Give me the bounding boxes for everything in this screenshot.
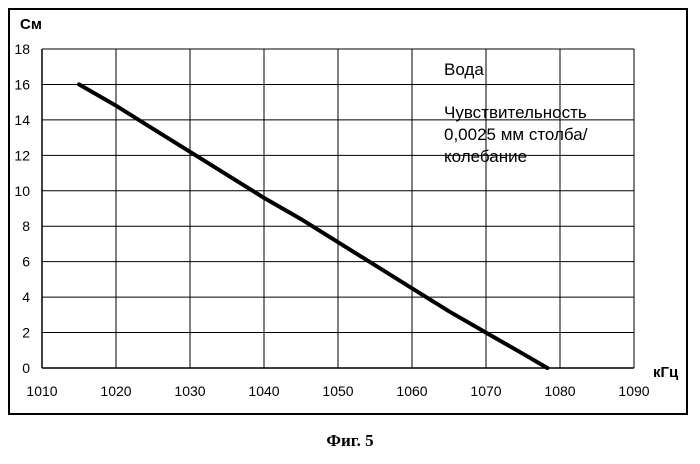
annotation-sensitivity-unit: колебание [444,147,527,166]
x-tick-label-1: 1020 [100,383,131,399]
y-tick-label-2: 4 [22,289,30,305]
annotation-substance: Вода [444,60,484,79]
y-tick-label-1: 2 [22,325,30,341]
x-tick-label-4: 1050 [322,383,353,399]
x-tick-labels: 1010 1020 1030 1040 1050 1060 1070 1080 1090 [26,383,649,399]
y-tick-label-6: 12 [14,147,30,163]
x-tick-label-2: 1030 [174,383,205,399]
annotation-sensitivity-value: 0,0025 мм столба/ [444,125,588,144]
y-tick-label-4: 8 [22,218,30,234]
grid [42,49,634,368]
annotation-sensitivity-title: Чувствительность [444,103,587,122]
y-tick-label-7: 14 [14,112,30,128]
y-tick-label-9: 18 [14,41,30,57]
y-tick-label-3: 6 [22,254,30,270]
y-tick-labels: 0 2 4 6 8 10 12 14 16 18 [14,41,30,376]
figure-caption: Фиг. 5 [0,431,700,451]
x-axis-unit: кГц [653,364,679,381]
x-tick-label-8: 1090 [618,383,649,399]
y-tick-label-5: 10 [14,183,30,199]
x-tick-label-3: 1040 [248,383,279,399]
x-tick-label-6: 1070 [470,383,501,399]
y-axis-unit: См [20,16,42,33]
x-tick-label-5: 1060 [396,383,427,399]
y-tick-label-8: 16 [14,76,30,92]
x-tick-label-7: 1080 [544,383,575,399]
x-tick-label-0: 1010 [26,383,57,399]
y-tick-label-0: 0 [22,360,30,376]
